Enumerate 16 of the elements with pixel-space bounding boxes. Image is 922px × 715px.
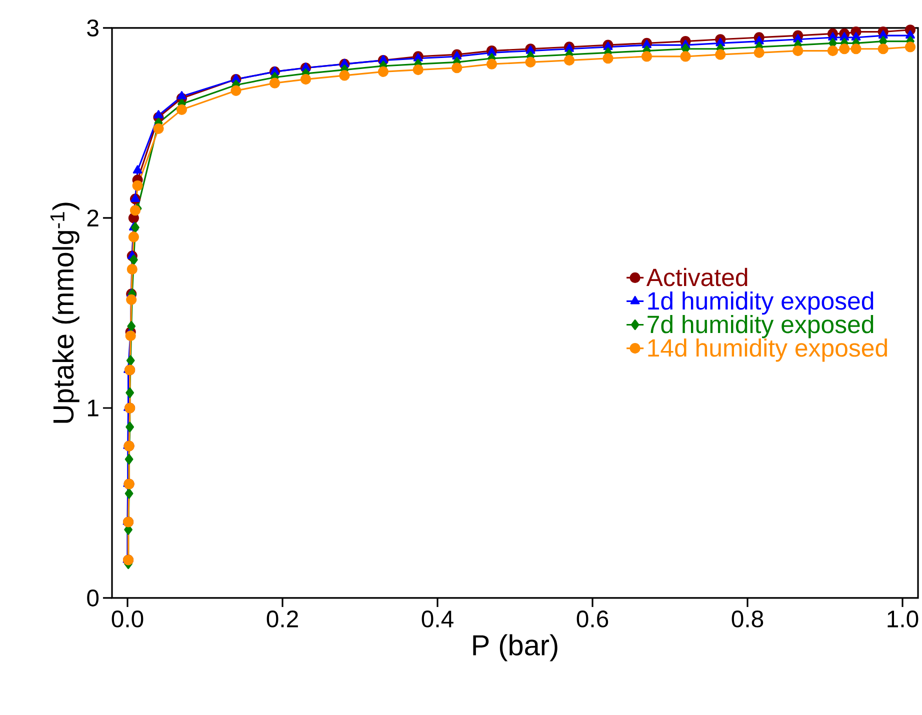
y-tick-label: 1 xyxy=(88,400,98,416)
x-tick-label: 1.0 xyxy=(888,610,918,628)
legend-label: 14d humidity exposed xyxy=(648,338,887,362)
x-tick-label: 0.0 xyxy=(112,610,144,628)
x-axis-title: P (bar) xyxy=(473,634,558,662)
legend-label: 7d humidity exposed xyxy=(648,314,874,338)
x-tick-label: 0.8 xyxy=(732,610,764,628)
legend-label: 1d humidity exposed xyxy=(648,291,874,315)
y-tick-label: 3 xyxy=(87,20,98,36)
x-tick-label: 0.2 xyxy=(266,610,298,628)
legend-label: Activated xyxy=(646,268,748,286)
y-tick-label: 2 xyxy=(87,210,98,226)
x-tick-label: 0.4 xyxy=(422,610,454,628)
y-axis-title: Uptake (mmolg$^{-1}$) xyxy=(50,202,80,423)
x-tick-label: 0.6 xyxy=(576,610,608,628)
y-tick-label: 0 xyxy=(87,590,99,606)
